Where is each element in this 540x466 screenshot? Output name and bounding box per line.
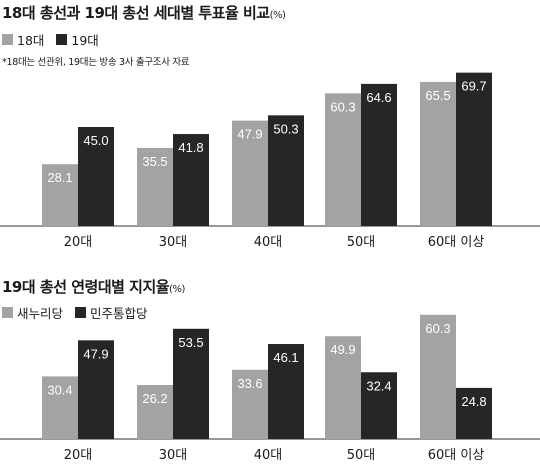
chart2-legend-label-saenuri: 새누리당	[17, 306, 64, 321]
chart2-bar-0-0	[42, 376, 78, 439]
chart1-bar-3-1	[361, 83, 397, 226]
chart2-category-label-2: 40대	[254, 448, 283, 463]
chart2-category-label-3: 50대	[347, 448, 376, 463]
chart2-bar-2-1	[268, 344, 304, 439]
chart1-value-label-1-1: 41.8	[178, 140, 203, 155]
chart2-bar-1-1	[173, 328, 209, 439]
chart1-bar-3-0	[325, 93, 361, 226]
chart1-category-label-1: 30대	[159, 235, 188, 250]
chart2-value-label-2-0: 33.6	[237, 376, 262, 391]
chart2-legend-swatch-minju	[75, 307, 87, 318]
chart2-legend-swatch-saenuri	[2, 307, 13, 318]
chart1-bar-4-0	[420, 81, 456, 227]
chart2-title-text: 19대 총선 연령대별 지지율	[2, 278, 170, 296]
chart1-value-label-4-1: 69.7	[461, 79, 486, 94]
chart2-legend: 새누리당 민주통합당	[2, 303, 160, 322]
chart1-value-label-3-1: 64.6	[366, 90, 391, 105]
chart2-value-label-0-1: 47.9	[83, 346, 108, 361]
chart1-category-label-2: 40대	[254, 235, 283, 250]
chart1-bar-0-1	[78, 127, 114, 226]
chart2-value-label-2-1: 46.1	[273, 350, 298, 365]
chart1-value-label-0-0: 28.1	[47, 170, 72, 185]
chart1-bar-2-1	[268, 115, 304, 226]
chart2-bar-0-1	[78, 340, 114, 439]
chart2-bar-4-0	[420, 314, 456, 439]
chart2-category-label-4: 60대 이상	[428, 448, 485, 463]
chart2-bar-1-0	[137, 385, 173, 439]
chart2-value-label-0-0: 30.4	[47, 382, 72, 397]
chart1-legend-swatch-19	[56, 34, 68, 45]
chart1-value-label-4-0: 65.5	[425, 88, 450, 103]
chart2-legend-label-minju: 민주통합당	[90, 306, 148, 321]
chart1-value-label-2-1: 50.3	[273, 121, 298, 136]
chart1-value-label-0-1: 45.0	[83, 133, 108, 148]
chart2-plot: 30.4 47.9 20대 26.2 53.5 30대 33.6 46.1 40대 49.9 32.…	[0, 314, 540, 463]
chart1-category-label-0: 20대	[64, 235, 93, 250]
chart2-bar-3-0	[325, 336, 361, 439]
chart1-plot: 28.1 45.0 20대 35.5 41.8 30대 47.9 50.3 40대 60.3 64.…	[0, 72, 540, 250]
chart2-value-label-1-1: 53.5	[178, 335, 203, 350]
chart2-unit: (%)	[169, 284, 185, 295]
chart1-title-text: 18대 총선과 19대 총선 세대별 투표율 비교	[2, 4, 270, 22]
chart1-bar-1-0	[137, 147, 173, 226]
chart1-bar-1-1	[173, 134, 209, 226]
chart1-legend-label-19: 19대	[71, 33, 99, 48]
chart2-legend-item-saenuri: 새누리당	[2, 303, 63, 322]
chart1-unit: (%)	[269, 10, 286, 21]
chart1-value-label-2-0: 47.9	[237, 127, 262, 142]
chart1-legend-label-18: 18대	[17, 33, 45, 48]
chart1-category-label-3: 50대	[347, 235, 376, 250]
chart1-note: *18대는 선관위, 19대는 방송 3사 출구조사 자료	[2, 57, 190, 68]
chart1-title: 18대 총선과 19대 총선 세대별 투표율 비교(%)	[2, 2, 286, 23]
chart1-legend: 18대 19대	[2, 30, 111, 49]
chart2-value-label-3-1: 32.4	[366, 378, 391, 393]
chart2-bar-4-1	[456, 387, 492, 439]
chart2-bar-3-1	[361, 372, 397, 439]
chart1-bar-2-0	[232, 120, 268, 226]
chart1-legend-item-18: 18대	[2, 30, 44, 49]
chart1-legend-swatch-18	[2, 34, 13, 45]
chart1-value-label-1-0: 35.5	[142, 154, 167, 169]
chart2-value-label-3-0: 49.9	[330, 342, 355, 357]
chart1-bar-4-1	[456, 72, 492, 226]
chart2-value-label-1-0: 26.2	[142, 391, 167, 406]
chart2-value-label-4-1: 24.8	[461, 394, 486, 409]
chart1-category-label-4: 60대 이상	[428, 235, 485, 250]
chart2-category-label-0: 20대	[64, 448, 93, 463]
chart2-bar-2-0	[232, 369, 268, 439]
chart1-bar-0-0	[42, 164, 78, 226]
chart2-title: 19대 총선 연령대별 지지율(%)	[2, 276, 185, 297]
chart2-value-label-4-0: 60.3	[425, 321, 450, 336]
chart2-category-label-1: 30대	[159, 448, 188, 463]
chart1-value-label-3-0: 60.3	[330, 99, 355, 114]
chart1-legend-item-19: 19대	[56, 30, 99, 49]
chart2-legend-item-minju: 민주통합당	[75, 303, 148, 322]
